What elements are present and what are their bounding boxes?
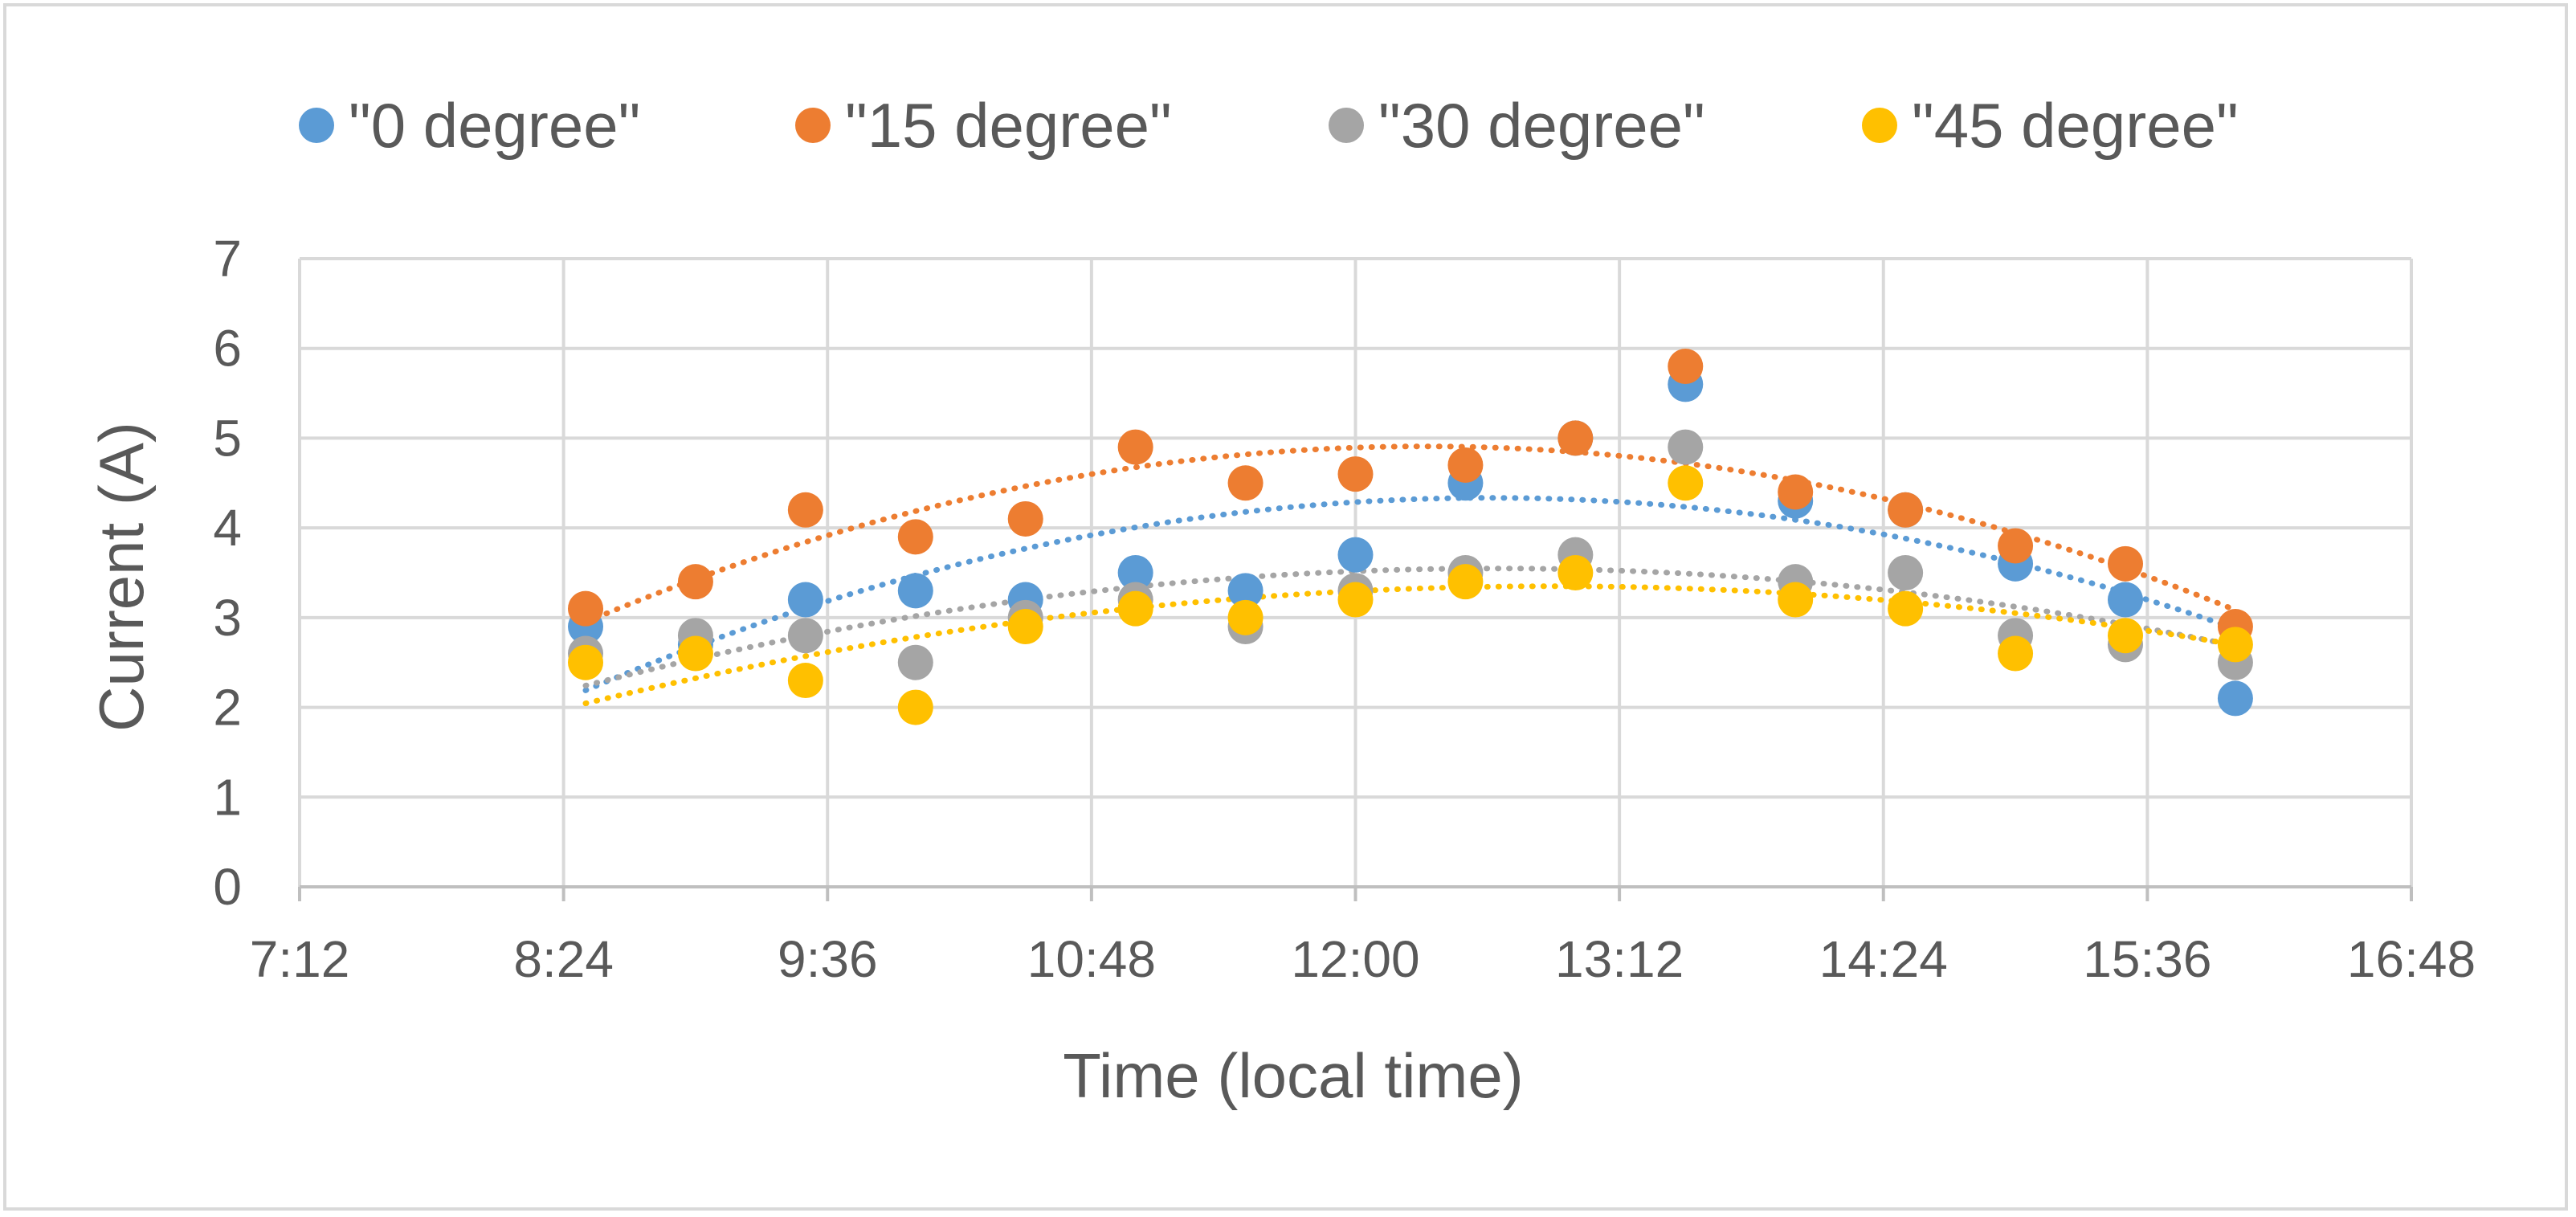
y-tick-label-6: 6 (213, 320, 242, 378)
x-tick-label-0: 7:12 (250, 930, 350, 988)
tick-labels: 0 1 2 3 4 5 6 7 7:12 8:24 9:36 10:48 12:00 13:12 14:24… (213, 230, 2476, 988)
data-points (568, 349, 2253, 725)
point-series-1-7 (1337, 456, 1374, 492)
x-tick-label-4: 12:00 (1291, 930, 1419, 988)
point-series-1-5 (1117, 429, 1153, 465)
point-series-2-2 (787, 618, 823, 654)
point-series-0-2 (787, 582, 823, 618)
legend-label-30-degree: "30 degree" (1378, 89, 1705, 161)
point-series-1-3 (897, 519, 933, 555)
legend-item-15-degree: "15 degree" (795, 77, 1172, 174)
point-series-3-12 (1888, 590, 1924, 627)
y-axis-title: Current (A) (86, 422, 157, 732)
point-series-0-3 (897, 573, 933, 609)
point-series-0-6 (1227, 573, 1264, 609)
point-series-1-0 (568, 590, 604, 627)
point-series-0-14 (2107, 582, 2143, 618)
point-series-1-1 (677, 564, 713, 600)
point-series-3-3 (897, 689, 933, 725)
legend-marker-15-degree (795, 108, 831, 143)
y-tick-label-5: 5 (213, 409, 242, 467)
point-series-1-2 (787, 492, 823, 528)
point-series-1-8 (1447, 447, 1484, 483)
point-series-1-4 (1007, 500, 1043, 537)
point-series-3-10 (1668, 465, 1704, 501)
legend-marker-0-degree (299, 108, 334, 143)
point-series-0-5 (1117, 555, 1153, 590)
legend-label-15-degree: "15 degree" (845, 89, 1172, 161)
y-tick-label-3: 3 (213, 589, 242, 647)
point-series-1-12 (1888, 492, 1924, 528)
legend-label-45-degree: "45 degree" (1912, 89, 2239, 161)
point-series-1-14 (2107, 545, 2143, 582)
point-series-3-14 (2107, 618, 2143, 654)
x-tick-label-8: 16:48 (2347, 930, 2476, 988)
trendlines (582, 443, 2239, 707)
legend-marker-30-degree (1329, 108, 1364, 143)
trendline-series-1 (582, 443, 2239, 625)
x-tick-label-3: 10:48 (1027, 930, 1156, 988)
point-series-3-11 (1778, 582, 1814, 618)
y-tick-label-1: 1 (213, 768, 242, 826)
legend-item-30-degree: "30 degree" (1329, 77, 1705, 174)
y-tick-label-4: 4 (213, 499, 242, 557)
grid (298, 257, 2413, 901)
point-series-3-2 (787, 663, 823, 699)
legend-label-0-degree: "0 degree" (349, 89, 641, 161)
point-series-2-10 (1668, 429, 1704, 465)
point-series-3-7 (1337, 582, 1374, 618)
legend: "0 degree" "15 degree" "30 degree" "45 d… (0, 77, 2576, 174)
y-tick-label-2: 2 (213, 679, 242, 737)
y-tick-label-0: 0 (213, 858, 242, 916)
point-series-3-15 (2217, 627, 2253, 663)
trendline-series-3 (582, 583, 2239, 707)
y-tick-label-7: 7 (213, 230, 242, 288)
x-axis-title: Time (local time) (1063, 1040, 1524, 1111)
point-series-3-4 (1007, 609, 1043, 645)
point-series-0-7 (1337, 537, 1374, 573)
legend-marker-45-degree (1862, 108, 1897, 143)
point-series-1-10 (1668, 349, 1704, 385)
point-series-3-13 (1998, 635, 2034, 672)
point-series-3-0 (568, 644, 604, 680)
point-series-1-6 (1227, 465, 1264, 501)
x-tick-label-6: 14:24 (1819, 930, 1948, 988)
x-tick-label-7: 15:36 (2083, 930, 2211, 988)
point-series-1-11 (1778, 474, 1814, 510)
point-series-3-5 (1117, 590, 1153, 627)
point-series-3-8 (1447, 564, 1484, 600)
x-tick-label-2: 9:36 (778, 930, 878, 988)
point-series-1-13 (1998, 528, 2034, 564)
trendline-series-0 (582, 495, 2239, 693)
legend-item-45-degree: "45 degree" (1862, 77, 2239, 174)
point-series-1-9 (1557, 420, 1594, 456)
point-series-3-1 (677, 635, 713, 672)
point-series-2-3 (897, 644, 933, 680)
x-tick-label-1: 8:24 (513, 930, 614, 988)
point-series-0-15 (2217, 680, 2253, 717)
point-series-3-6 (1227, 599, 1264, 635)
point-series-2-12 (1888, 555, 1924, 590)
point-series-3-9 (1557, 555, 1594, 590)
trendline-series-2 (582, 566, 2239, 688)
legend-item-0-degree: "0 degree" (299, 77, 640, 174)
x-tick-label-5: 13:12 (1555, 930, 1684, 988)
